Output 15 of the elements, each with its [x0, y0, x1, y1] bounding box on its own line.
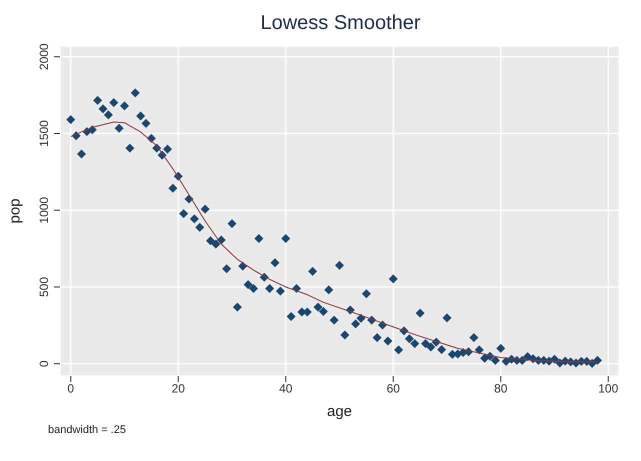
y-axis-title: pop [6, 198, 24, 224]
x-tick-label: 0 [67, 382, 74, 396]
x-tick-label: 40 [279, 382, 293, 396]
x-tick-label: 20 [172, 382, 186, 396]
x-tick-label: 80 [494, 382, 508, 396]
chart-title: Lowess Smoother [259, 11, 422, 36]
text: bandwidth = .25 [47, 424, 127, 436]
y-tick-label: 0 [37, 360, 51, 368]
x-axis-title: age [326, 403, 352, 420]
x-tick-label: 100 [598, 382, 619, 396]
y-tick-label: 2000 [37, 43, 51, 70]
y-tick-label: 500 [37, 276, 51, 297]
y-tick-label: 1500 [37, 120, 51, 147]
x-tick-label: 60 [386, 382, 400, 396]
y-tick-label: 1000 [37, 196, 51, 224]
